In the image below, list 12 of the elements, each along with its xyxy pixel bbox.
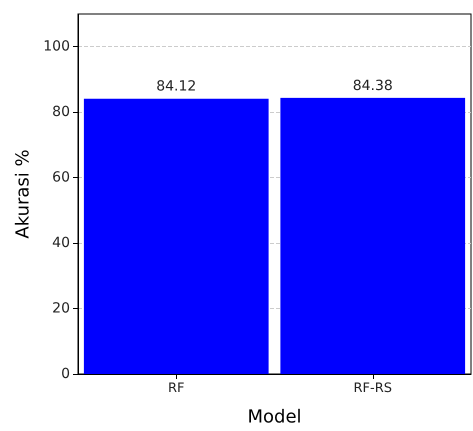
- data-label: 84.12: [156, 78, 196, 95]
- y-tick-label: 0: [61, 366, 70, 382]
- y-axis-title: Akurasi %: [12, 149, 34, 239]
- y-tick-label: 40: [52, 235, 70, 252]
- y-tick-label: 20: [52, 300, 70, 317]
- x-tick-label: RF: [168, 381, 185, 396]
- y-tick-label: 80: [52, 104, 70, 120]
- data-label: 84.38: [352, 78, 393, 94]
- x-axis-title: Model: [247, 406, 302, 428]
- y-tick-label: 60: [52, 170, 70, 186]
- y-tick-label: 100: [43, 38, 70, 55]
- x-tick-label: RF-RS: [354, 381, 392, 396]
